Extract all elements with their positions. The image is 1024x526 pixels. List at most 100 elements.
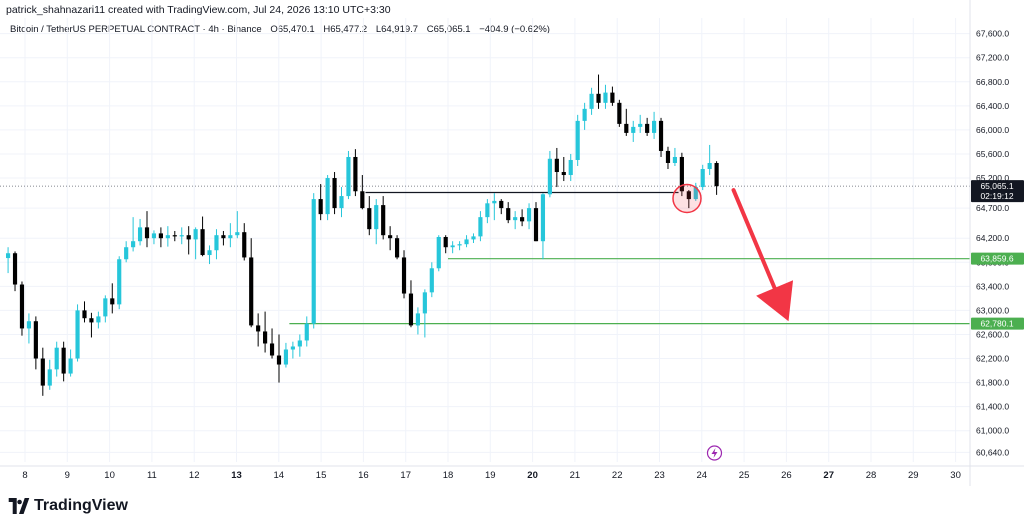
y-tick-label: 64,200.0	[976, 233, 1009, 243]
candle-body	[269, 343, 275, 356]
candle-body	[422, 292, 427, 314]
price-axis: 67,600.0 67,200.0 66,800.0 66,400.0 66,000.0…	[969, 0, 1024, 486]
x-tick-label: 8	[22, 470, 27, 481]
candle-body	[582, 108, 587, 121]
candle-body	[471, 236, 476, 240]
ohlc-open: O65,470.1	[270, 24, 315, 35]
candle-body	[172, 235, 177, 237]
candle-body	[144, 227, 150, 239]
x-tick-label: 13	[231, 470, 242, 481]
candle-body	[290, 346, 295, 350]
tradingview-brand[interactable]: TradingView	[8, 495, 128, 517]
candle-body	[124, 247, 129, 260]
candle-body	[700, 169, 705, 188]
candle-body	[75, 310, 80, 359]
current-price-label	[971, 180, 1024, 203]
y-tick-label: 61,000.0	[976, 426, 1009, 436]
candle-body	[436, 236, 441, 269]
candle-body	[367, 208, 372, 230]
candle-body	[26, 321, 32, 329]
candle-body	[12, 253, 18, 285]
ohlc-low: L64,919.7	[375, 24, 419, 35]
x-tick-label: 22	[612, 470, 623, 481]
candle-body	[568, 159, 573, 176]
candles	[5, 74, 719, 396]
y-tick-label: 60,640.0	[976, 447, 1009, 457]
candle-body	[401, 257, 407, 294]
candle-body	[617, 102, 622, 124]
y-tick-label: 67,600.0	[976, 29, 1009, 39]
candle-body	[242, 232, 247, 258]
candle-body	[179, 235, 184, 237]
x-tick-label: 17	[400, 470, 411, 481]
candle-body	[589, 93, 594, 109]
candle-body	[638, 123, 643, 127]
candle-body	[110, 298, 115, 305]
candle-body	[33, 321, 38, 359]
x-tick-label: 11	[147, 470, 157, 481]
candle-body	[158, 233, 163, 239]
y-tick-label: 61,800.0	[976, 378, 1009, 388]
candle-body	[603, 92, 608, 103]
candle-body	[283, 349, 289, 365]
candle-body	[624, 123, 629, 133]
candle-body	[596, 93, 601, 103]
x-tick-label: 29	[908, 470, 919, 481]
annotations	[672, 183, 794, 461]
x-tick-label: 28	[866, 470, 877, 481]
x-tick-label: 21	[570, 470, 581, 481]
x-tick-label: 19	[485, 470, 496, 481]
x-tick-label: 15	[316, 470, 327, 481]
candle-body	[276, 355, 282, 365]
candle-body	[304, 323, 309, 341]
candle-body	[256, 325, 261, 332]
candle-body	[672, 156, 678, 163]
down-arrow-shaft	[731, 188, 777, 291]
candle-body	[645, 123, 650, 133]
candle-body	[520, 217, 525, 222]
candle-body	[429, 268, 434, 293]
candle-body	[137, 227, 143, 242]
candle-body	[346, 156, 351, 197]
y-tick-label: 63,000.0	[976, 305, 1009, 315]
lightning-icon	[711, 448, 718, 458]
x-tick-label: 9	[65, 470, 70, 481]
y-tick-label: 65,200.0	[976, 173, 1009, 183]
candle-body	[186, 235, 191, 240]
candle-body	[714, 162, 719, 187]
candle-body	[40, 358, 45, 386]
candle-body	[652, 120, 657, 133]
candle-body	[513, 217, 518, 221]
ohlc-high: H65,477.2	[323, 24, 368, 35]
candle-body	[457, 244, 462, 246]
candle-body	[297, 340, 302, 347]
price-label-text: 63,859.6	[980, 254, 1013, 264]
candle-body	[47, 369, 52, 386]
candle-body	[263, 331, 268, 344]
candle-body	[533, 208, 539, 242]
candle-body	[658, 120, 664, 151]
candle-body	[96, 316, 101, 323]
ohlc-change: −404.9 (−0.62%)	[479, 24, 550, 35]
x-tick-label: 23	[654, 470, 665, 481]
candle-body	[200, 229, 205, 256]
candle-body	[561, 172, 566, 176]
candle-body	[19, 284, 25, 329]
x-tick-label: 24	[697, 470, 708, 481]
candle-body	[339, 196, 344, 209]
x-tick-label: 10	[104, 470, 115, 481]
candle-body	[207, 250, 212, 256]
candle-body	[228, 235, 233, 239]
candle-body	[610, 92, 615, 103]
candle-body	[151, 233, 157, 239]
candle-body	[68, 358, 73, 374]
x-tick-label: 26	[781, 470, 792, 481]
candle-body	[450, 245, 455, 248]
level-price-label	[971, 252, 1024, 265]
candle-body	[374, 205, 379, 230]
x-tick-label: 14	[274, 470, 285, 481]
candle-body	[311, 199, 316, 324]
candle-body	[193, 229, 198, 240]
candle-body	[235, 232, 240, 236]
